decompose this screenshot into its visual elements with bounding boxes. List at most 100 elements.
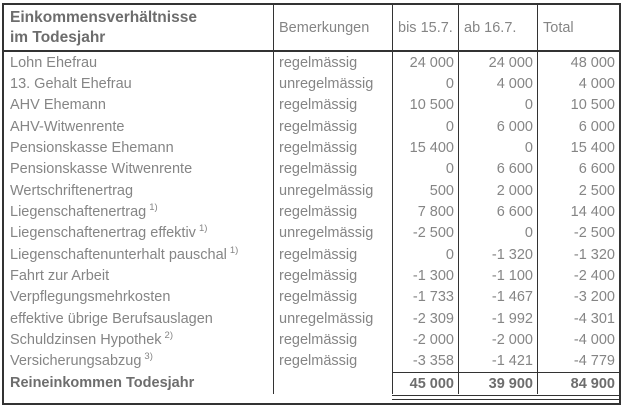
row-bemerkung: unregelmässig [273,307,392,330]
row-label-text: 13. Gehalt Ehefrau [10,75,132,92]
row-value-total: 6 600 [537,158,619,180]
table-row: Fahrt zur Arbeit regelmässig -1 300 -1 1… [4,265,619,287]
row-label: Liegenschaftenertrag 1) [10,201,158,220]
row-value-total: -1 320 [537,243,619,266]
row-bemerkung: regelmässig [273,265,392,287]
row-label: Liegenschaftenertrag effektiv 1) [10,223,208,242]
row-value-bis: -1 733 [392,286,458,308]
table-title: Einkommensverhältnisse im Todesjahr [4,5,273,50]
totals-double-underline-row [4,394,619,402]
table-row: effektive übrige Berufsauslagen unregelm… [4,307,619,330]
row-value-ab: -1 467 [458,286,537,308]
table-row: Pensionskasse Ehemann regelmässig 15 400… [4,137,619,159]
row-label-text: effektive übrige Berufsauslagen [10,310,213,327]
row-label-text: Schuldzinsen Hypothek [10,331,162,348]
row-value-ab: 24 000 [458,52,537,74]
row-label-text: Liegenschaftenunterhalt pauschal [10,246,227,263]
totals-bemerkung-empty [273,372,392,394]
table-header-row: Einkommensverhältnisse im Todesjahr Beme… [4,5,619,52]
double-underline [392,395,619,400]
row-label-text: AHV-Witwenrente [10,118,125,135]
row-label-text: Liegenschaftenertrag [10,203,147,220]
row-value-bis: 0 [392,243,458,266]
row-label-text: Wertschriftenertrag [10,182,134,199]
row-value-bis: -1 300 [392,265,458,287]
table-title-line2: im Todesjahr [10,28,106,46]
row-label: AHV-Witwenrente [4,116,273,137]
row-value-total: -2 400 [537,265,619,287]
row-label-text: Fahrt zur Arbeit [10,267,110,284]
row-value-ab: 6 600 [458,158,537,180]
row-value-bis: -2 500 [392,222,458,244]
table-row: Wertschriftenertrag unregelmässig 500 2 … [4,179,619,202]
row-value-bis: 500 [392,179,458,202]
row-label-text: Liegenschaftenertrag effektiv [10,225,196,242]
table-row: Verpflegungsmehrkosten regelmässig -1 73… [4,286,619,308]
row-label: Verpflegungsmehrkosten [4,287,273,308]
row-value-total: 14 400 [537,201,619,223]
row-value-bis: 7 800 [392,201,458,223]
row-value-ab: 4 000 [458,73,537,95]
row-bemerkung: regelmässig [273,115,392,138]
row-value-total: 6 000 [537,115,619,138]
row-bemerkung: unregelmässig [273,73,392,95]
row-label: Lohn Ehefrau [4,52,273,73]
table-row: Liegenschaftenertrag effektiv 1) unregelm… [4,222,619,244]
table-title-line1: Einkommensverhältnisse [10,8,197,26]
row-label: effektive übrige Berufsauslagen [4,308,273,329]
row-value-total: 2 500 [537,179,619,202]
row-label: Wertschriftenertrag [4,180,273,201]
row-value-ab: 0 [458,94,537,116]
row-value-ab: 6 600 [458,201,537,223]
totals-value-ab: 39 900 [458,372,537,394]
table-row: AHV-Witwenrente regelmässig 0 6 000 6 00… [4,115,619,138]
table-row: Versicherungsabzug 3) regelmässig -3 358 … [4,350,619,372]
totals-value-bis: 45 000 [392,372,458,394]
row-value-ab: -1 992 [458,307,537,330]
row-value-ab: 0 [458,222,537,244]
table-row: Liegenschaftenunterhalt pauschal 1) regel… [4,243,619,266]
row-label: Pensionskasse Ehemann [4,137,273,158]
table-row: Schuldzinsen Hypothek 2) regelmässig -2 0… [4,329,619,351]
column-header-bis-15-7: bis 15.7. [392,5,458,50]
totals-row: Reineinkommen Todesjahr 45 000 39 900 84… [4,372,619,394]
row-value-ab: -1 421 [458,350,537,372]
row-label: Fahrt zur Arbeit [4,265,273,286]
row-value-bis: 10 500 [392,94,458,116]
table-row: 13. Gehalt Ehefrau unregelmässig 0 4 000… [4,73,619,95]
row-value-ab: -1 100 [458,265,537,287]
column-header-ab-16-7: ab 16.7. [458,5,537,50]
table-row: Liegenschaftenertrag 1) regelmässig 7 800… [4,201,619,223]
row-label-text: Lohn Ehefrau [10,54,98,71]
totals-label: Reineinkommen Todesjahr [10,375,195,391]
column-header-bemerkungen: Bemerkungen [273,5,392,50]
double-underline-spacer [4,394,392,402]
row-value-bis: 0 [392,73,458,95]
table-row: Pensionskasse Witwenrente regelmässig 0 … [4,158,619,180]
row-value-ab: -2 000 [458,329,537,351]
row-label-text: Verpflegungsmehrkosten [10,289,171,306]
row-bemerkung: unregelmässig [273,222,392,244]
row-value-total: -3 200 [537,286,619,308]
row-value-total: 4 000 [537,73,619,95]
row-bemerkung: regelmässig [273,201,392,223]
row-value-bis: 0 [392,158,458,180]
row-label: 13. Gehalt Ehefrau [4,73,273,94]
totals-value-total: 84 900 [537,372,619,394]
row-value-ab: 2 000 [458,179,537,202]
row-bemerkung: regelmässig [273,158,392,180]
row-value-total: 10 500 [537,94,619,116]
row-bemerkung: regelmässig [273,286,392,308]
row-value-bis: 0 [392,115,458,138]
row-value-bis: -2 309 [392,307,458,330]
row-value-bis: 24 000 [392,52,458,74]
row-bemerkung: regelmässig [273,52,392,74]
row-label: Versicherungsabzug 3) [10,351,153,370]
table-body: Lohn Ehefrau regelmässig 24 000 24 000 4… [4,52,619,372]
row-label: AHV Ehemann [4,95,273,116]
row-value-total: -4 000 [537,329,619,351]
row-label-text: Versicherungsabzug [10,353,142,370]
row-label: Pensionskasse Witwenrente [4,159,273,180]
row-value-bis: 15 400 [392,137,458,159]
